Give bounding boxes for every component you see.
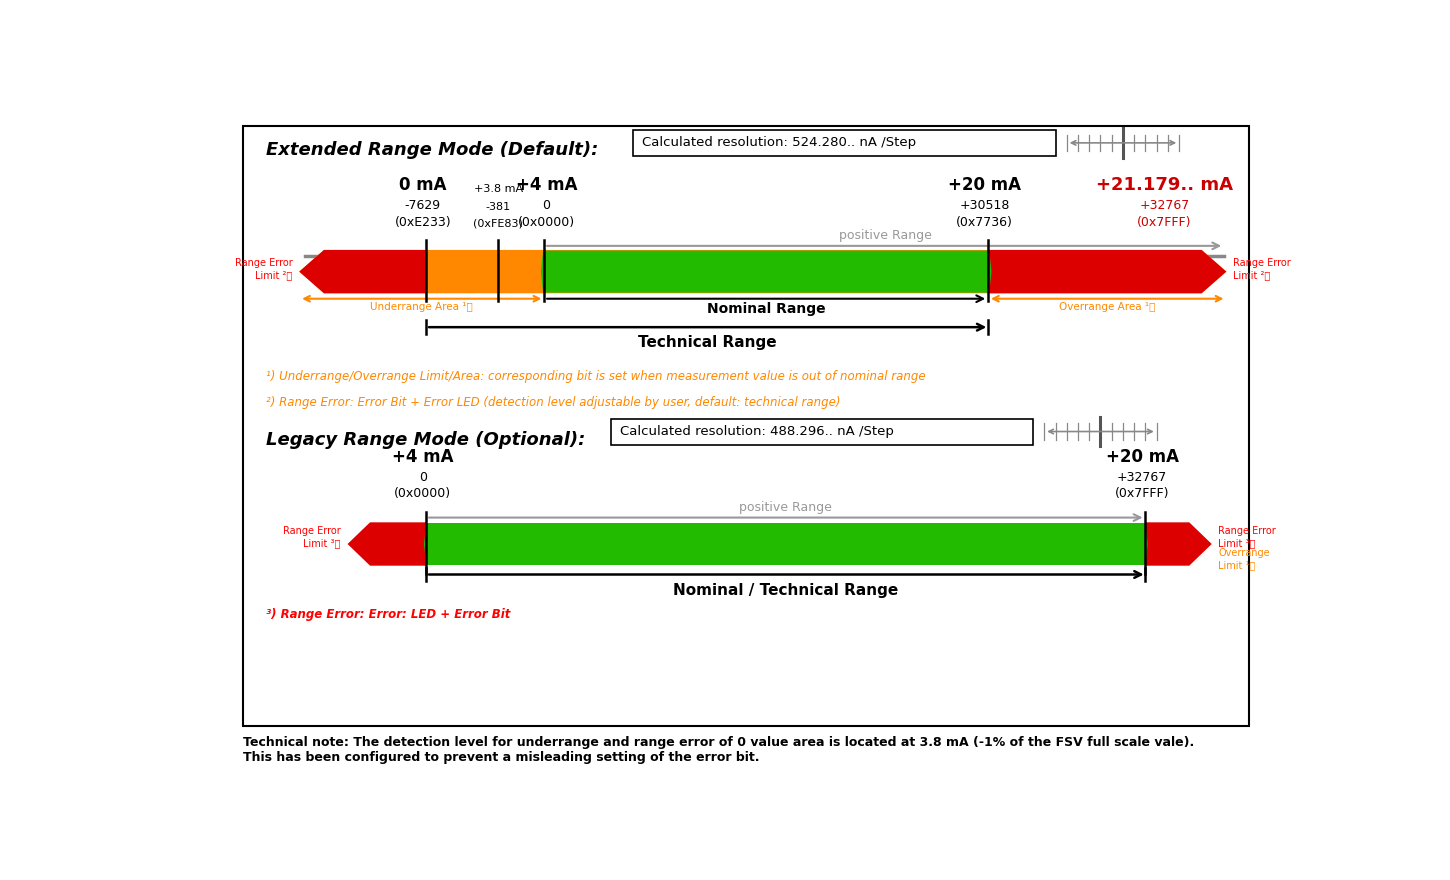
Text: +21.179.. mA: +21.179.. mA xyxy=(1096,176,1232,194)
Polygon shape xyxy=(423,523,1147,565)
Text: +20 mA: +20 mA xyxy=(1105,448,1179,466)
Text: Overrange
Limit ¹⧣: Overrange Limit ¹⧣ xyxy=(1218,547,1270,570)
Polygon shape xyxy=(299,250,1227,293)
FancyBboxPatch shape xyxy=(244,126,1248,726)
Text: -381: -381 xyxy=(486,202,510,212)
Text: ¹) Underrange/Overrange Limit/Area: corresponding bit is set when measurement va: ¹) Underrange/Overrange Limit/Area: corr… xyxy=(265,370,925,383)
Text: (0x0000): (0x0000) xyxy=(518,216,576,229)
Text: -7629: -7629 xyxy=(405,199,441,212)
Text: Nominal Range: Nominal Range xyxy=(706,302,825,316)
Text: Overrange Area ¹⧣: Overrange Area ¹⧣ xyxy=(1058,302,1156,312)
Text: Underrange Area ¹⧣: Underrange Area ¹⧣ xyxy=(370,302,473,312)
Text: Range Error
Limit ²⧣: Range Error Limit ²⧣ xyxy=(1232,258,1290,280)
Text: Extended Range Mode (Default):: Extended Range Mode (Default): xyxy=(265,141,597,158)
Text: Nominal / Technical Range: Nominal / Technical Range xyxy=(673,583,899,598)
Text: (0x7736): (0x7736) xyxy=(957,216,1014,229)
Text: 0 mA: 0 mA xyxy=(399,176,447,194)
Text: positive Range: positive Range xyxy=(740,502,832,514)
Text: +4 mA: +4 mA xyxy=(392,448,454,466)
Text: (0xFE83): (0xFE83) xyxy=(473,219,523,229)
Polygon shape xyxy=(541,251,992,293)
Polygon shape xyxy=(299,250,426,293)
Text: +30518: +30518 xyxy=(960,199,1009,212)
Text: Range Error
Limit ²⧣: Range Error Limit ²⧣ xyxy=(235,258,293,280)
Text: positive Range: positive Range xyxy=(840,230,932,243)
Polygon shape xyxy=(1146,523,1212,566)
FancyBboxPatch shape xyxy=(610,419,1032,445)
Polygon shape xyxy=(348,523,426,566)
Polygon shape xyxy=(987,250,1227,293)
Text: Technical note: The detection level for underrange and range error of 0 value ar: Technical note: The detection level for … xyxy=(244,736,1195,764)
FancyBboxPatch shape xyxy=(634,130,1056,157)
Text: +20 mA: +20 mA xyxy=(948,176,1021,194)
Text: (0xE233): (0xE233) xyxy=(394,216,451,229)
Text: Range Error
Limit ³⧣: Range Error Limit ³⧣ xyxy=(1218,526,1276,548)
Text: ³) Range Error: Error: LED + Error Bit: ³) Range Error: Error: LED + Error Bit xyxy=(265,608,510,621)
Text: (0x0000): (0x0000) xyxy=(394,487,451,500)
Text: +32767: +32767 xyxy=(1140,199,1189,212)
Text: Calculated resolution: 488.296.. nA /Step: Calculated resolution: 488.296.. nA /Ste… xyxy=(619,425,893,438)
Text: Range Error
Limit ³⧣: Range Error Limit ³⧣ xyxy=(283,526,341,548)
Text: +3.8 mA: +3.8 mA xyxy=(474,184,522,194)
Text: Legacy Range Mode (Optional):: Legacy Range Mode (Optional): xyxy=(265,431,584,449)
Text: Calculated resolution: 524.280.. nA /Step: Calculated resolution: 524.280.. nA /Ste… xyxy=(642,136,916,150)
Text: 0: 0 xyxy=(542,199,551,212)
Text: (0x7FFF): (0x7FFF) xyxy=(1137,216,1192,229)
Text: (0x7FFF): (0x7FFF) xyxy=(1115,487,1169,500)
Text: 0: 0 xyxy=(419,471,426,484)
Text: Technical Range: Technical Range xyxy=(638,335,777,350)
Text: +32767: +32767 xyxy=(1116,471,1167,484)
Text: +4 mA: +4 mA xyxy=(516,176,577,194)
Text: ²) Range Error: Error Bit + Error LED (detection level adjustable by user, defau: ²) Range Error: Error Bit + Error LED (d… xyxy=(265,396,840,408)
